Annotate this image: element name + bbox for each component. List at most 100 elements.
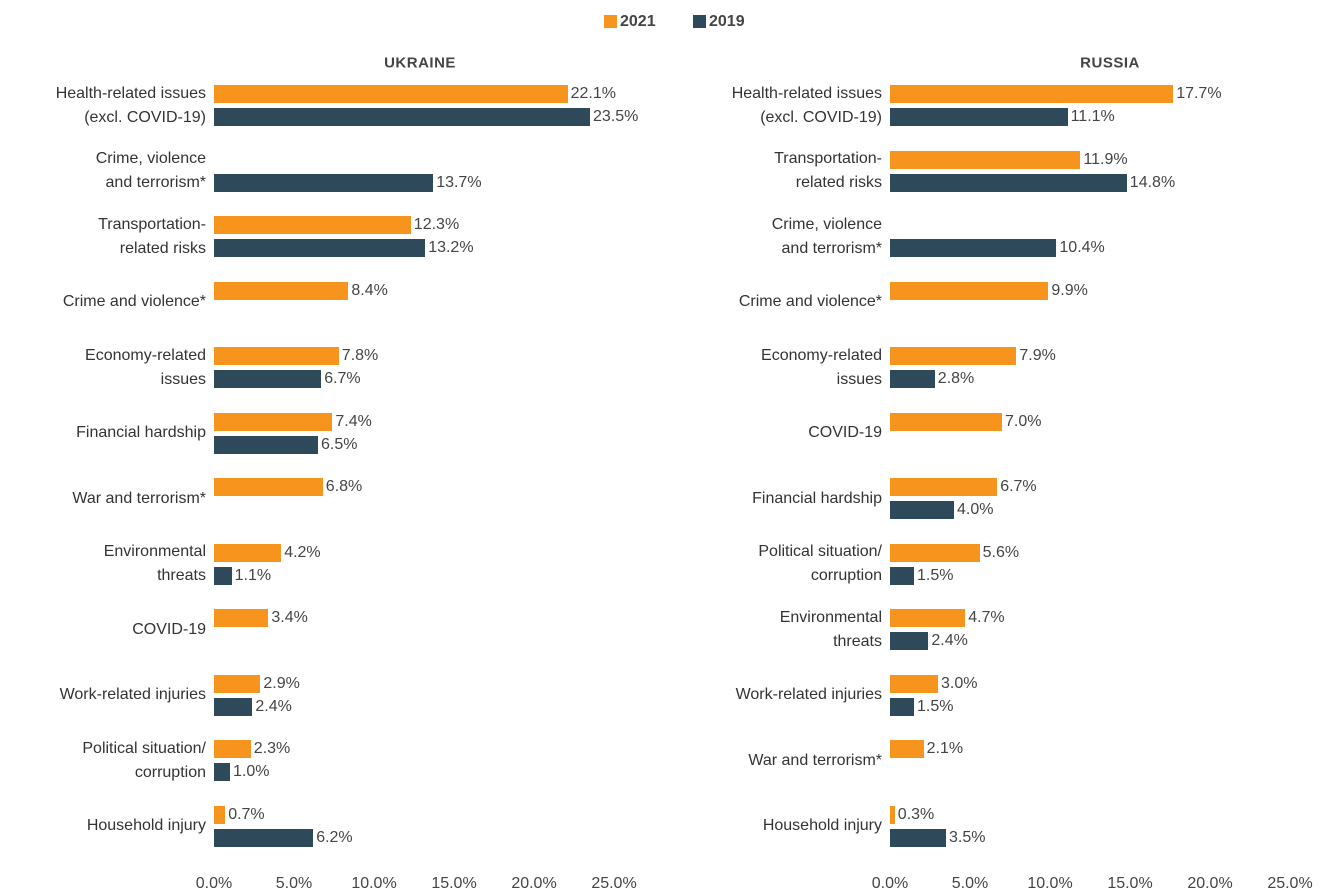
x-tick-label: 10.0% [351,875,397,892]
bar [890,478,998,496]
category-label: Crime and violence* [62,293,206,310]
bar [890,543,980,562]
value-label: 2.3% [253,740,291,757]
bar [890,805,895,824]
bar [214,435,318,454]
category-label: Health-related issues (excl. COVID-19) [731,84,882,126]
x-tick-label: 25.0% [591,875,637,892]
value-label: 13.7% [436,173,482,191]
bar [214,281,349,300]
x-tick-label: 0.0% [871,875,909,892]
category-label: Financial hardship [76,424,206,441]
bar [890,632,929,650]
bar [214,805,226,824]
x-tick-label: 10.0% [1027,875,1073,892]
value-label: 13.2% [428,239,474,256]
value-label: 1.0% [233,763,270,780]
value-label: 1.5% [917,566,954,584]
bar [214,370,322,388]
x-tick-label: 20.0% [511,875,557,892]
category-label: COVID-19 [808,424,882,441]
panel-title: UKRAINE [384,54,456,72]
value-label: 2.4% [255,697,292,715]
bar [890,108,1068,126]
bar [890,239,1057,257]
category-label: Crime, violence and terrorism* [771,215,882,257]
value-label: 7.8% [341,347,379,364]
bar [214,609,269,627]
value-label: 17.7% [1176,85,1222,102]
panel-title: RUSSIA [1080,54,1140,72]
category-label: Crime and violence* [738,293,882,310]
legend-swatch [693,15,706,28]
bar [214,239,426,257]
bar [890,697,914,716]
value-label: 4.2% [284,543,321,561]
value-label: 23.5% [593,108,639,125]
value-label: 11.9% [1083,150,1128,168]
category-label: Economy-related issues [761,346,882,388]
bar [214,566,232,585]
value-label: 5.6% [982,543,1020,561]
bar [214,478,323,496]
legend-swatch [604,15,617,28]
bar [214,216,411,234]
bar [214,828,314,847]
category-label: COVID-19 [132,620,206,638]
value-label: 3.4% [271,609,308,626]
category-label: Environmental threats [103,543,206,584]
bar [890,370,935,388]
value-label: 11.1% [1070,108,1115,125]
value-label: 2.1% [926,740,964,757]
bar [214,173,434,192]
bar [214,412,333,431]
value-label: 7.9% [1019,347,1056,364]
value-label: 7.0% [1005,412,1042,430]
legend-label: 2019 [709,13,745,30]
bar [214,697,253,716]
category-label: Financial hardship [752,489,882,507]
value-label: 2.9% [263,674,300,692]
bar [890,173,1127,192]
value-label: 6.7% [324,370,361,387]
value-label: 1.1% [234,566,272,584]
value-label: 1.5% [917,697,954,715]
value-label: 4.0% [957,501,994,518]
value-label: 10.4% [1059,239,1105,256]
x-tick-label: 15.0% [431,875,477,892]
bar [890,566,914,585]
x-tick-label: 5.0% [275,875,313,892]
value-label: 8.4% [351,281,388,299]
value-label: 9.9% [1051,281,1088,299]
value-label: 6.5% [321,435,358,453]
value-label: 3.0% [941,674,978,692]
category-label: Crime, violence and terrorism* [95,150,206,191]
x-tick-label: 15.0% [1107,875,1153,892]
x-tick-label: 25.0% [1267,875,1313,892]
category-label: Work-related injuries [735,686,882,703]
x-tick-label: 0.0% [195,875,233,892]
category-label: Household injury [762,817,882,834]
value-label: 22.1% [570,85,616,102]
category-label: Transportation- related risks [774,150,882,191]
value-label: 0.7% [228,805,265,823]
legend-label: 2021 [620,13,656,30]
bar [214,674,261,693]
category-label: War and terrorism* [72,489,206,507]
category-label: Household injury [86,817,206,834]
bar [214,347,339,365]
bar [214,108,590,126]
category-label: Health-related issues (excl. COVID-19) [55,84,206,126]
bar [890,609,966,627]
category-label: Environmental threats [779,608,882,650]
bar [890,674,938,693]
category-label: Political situation/ corruption [82,739,206,781]
value-label: 0.3% [897,805,935,823]
bar [214,543,282,562]
bar [890,347,1017,365]
x-tick-label: 20.0% [1187,875,1233,892]
bar [214,85,568,103]
category-label: Economy-related issues [85,346,206,388]
bar [890,412,1002,431]
